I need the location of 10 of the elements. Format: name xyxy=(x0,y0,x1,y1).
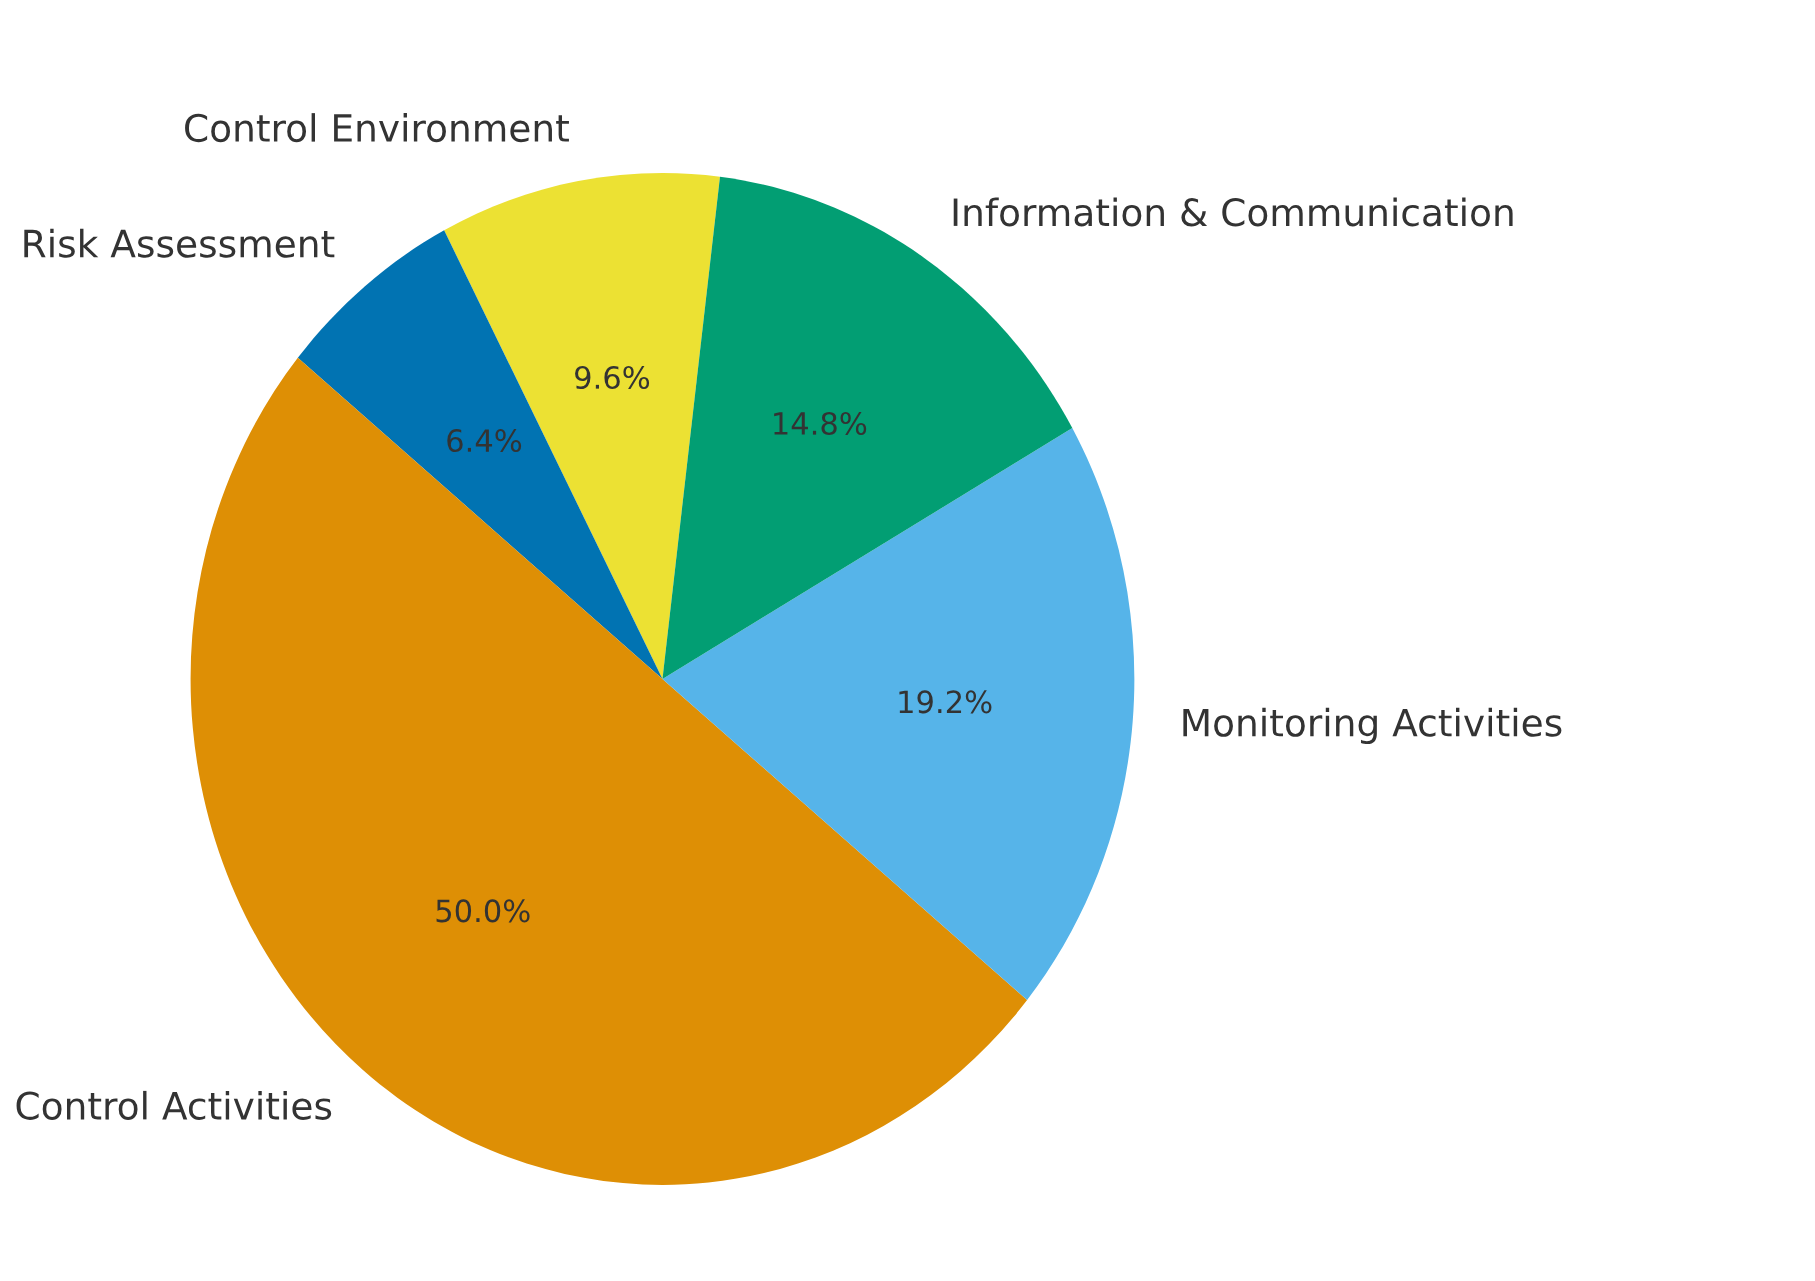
slice-label: Control Environment xyxy=(185,113,569,143)
slice-label: Monitoring Activities xyxy=(1183,707,1562,745)
slice-label: Control Activities xyxy=(16,1090,332,1120)
data-label: 19.2% xyxy=(899,690,992,714)
data-label: 14.8% xyxy=(774,411,867,436)
slice-label: Information & Communication xyxy=(953,197,1513,227)
data-label: 50.0% xyxy=(436,899,530,923)
data-label: 6.4% xyxy=(447,429,522,453)
data-label: 9.6% xyxy=(575,365,650,390)
slice-label: Risk Assessment xyxy=(24,228,335,258)
